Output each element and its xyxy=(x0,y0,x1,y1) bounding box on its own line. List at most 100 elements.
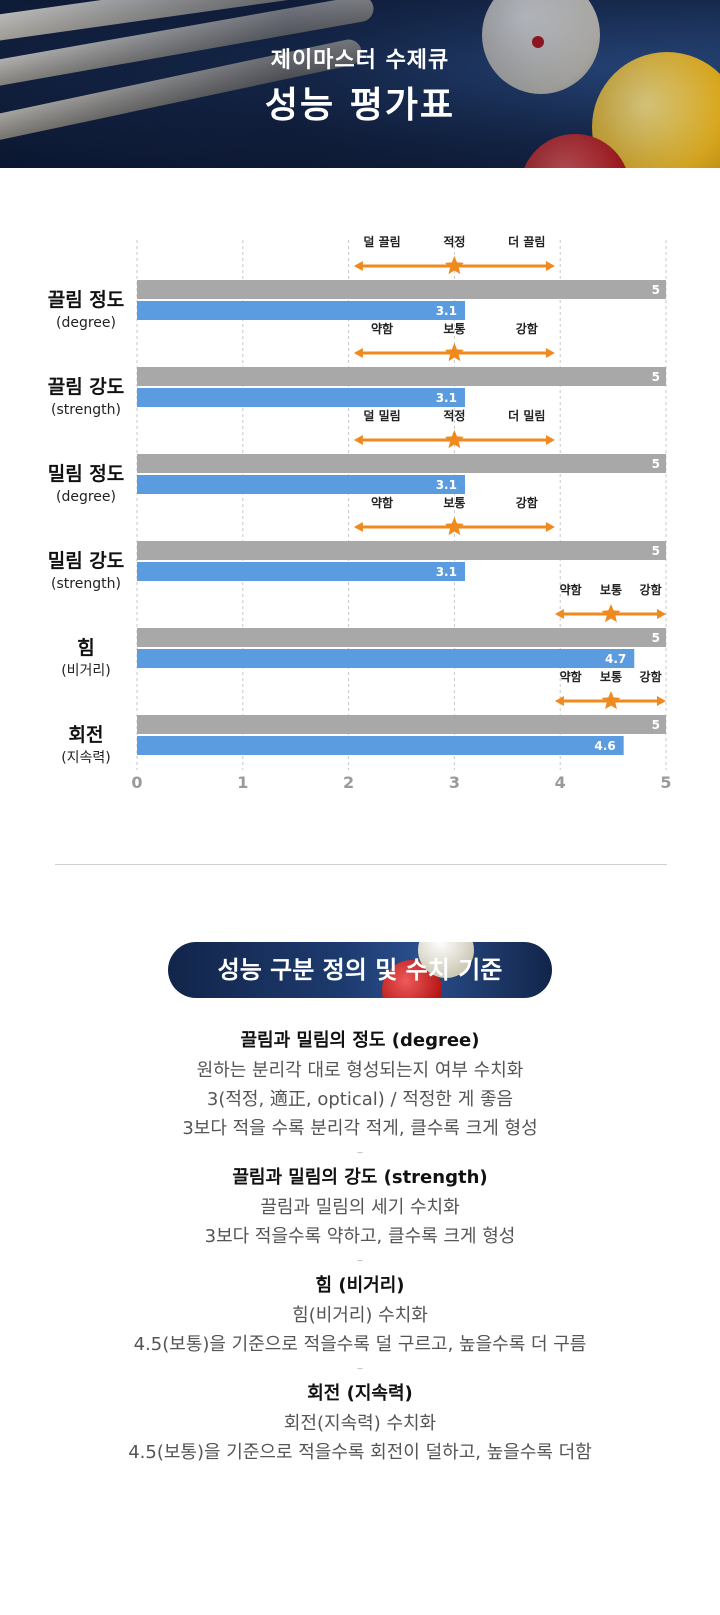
section-title-pill: 성능 구분 정의 및 수치 기준 xyxy=(168,942,552,998)
scale-arrow-head-right xyxy=(545,348,555,358)
category-sublabel: (degree) xyxy=(56,489,116,505)
definition-line: 회전(지속력) 수치화 xyxy=(283,1413,437,1434)
scale-label: 보통 xyxy=(443,495,465,510)
definition-line: 원하는 분리각 대로 형성되는지 여부 수치화 xyxy=(196,1060,524,1081)
max-bar-label: 5 xyxy=(652,544,660,558)
max-bar-label: 5 xyxy=(652,370,660,384)
scale-star-marker xyxy=(444,343,464,362)
x-tick-label: 4 xyxy=(555,773,566,792)
scale-arrow-head-right xyxy=(545,261,555,271)
scale-label: 강함 xyxy=(640,669,662,684)
scale-label: 덜 밀림 xyxy=(363,409,400,423)
definition-heading: 끌림과 밀림의 강도 (strength) xyxy=(232,1167,488,1188)
scale-label: 더 끌림 xyxy=(508,234,545,249)
x-tick-label: 5 xyxy=(660,773,671,792)
category-label: 끌림 강도 xyxy=(48,376,125,398)
scale-arrow-head-left xyxy=(554,609,564,619)
value-bar-label: 4.6 xyxy=(594,739,615,753)
value-bar xyxy=(137,475,465,494)
max-bar xyxy=(137,628,666,647)
scale-arrow-head-right xyxy=(545,522,555,532)
separator: – xyxy=(357,1361,363,1375)
header-title: 성능 평가표 xyxy=(264,85,456,126)
category-label: 밀림 강도 xyxy=(48,550,125,572)
value-bar xyxy=(137,649,635,668)
scale-label: 강함 xyxy=(516,495,538,510)
category-label: 끌림 정도 xyxy=(48,289,125,311)
scale-star-marker xyxy=(444,430,464,449)
scale-star-marker xyxy=(601,604,621,623)
scale-star-marker xyxy=(444,256,464,275)
section-title: 성능 구분 정의 및 수치 기준 xyxy=(217,956,503,984)
value-bar-label: 4.7 xyxy=(605,652,626,666)
definition-block: 끌림과 밀림의 정도 (degree) 원하는 분리각 대로 형성되는지 여부 … xyxy=(0,1026,720,1159)
scale-label: 보통 xyxy=(443,321,465,336)
category-sublabel: (strength) xyxy=(51,576,121,592)
definition-line: 끌림과 밀림의 세기 수치화 xyxy=(260,1197,460,1218)
max-bar-label: 5 xyxy=(652,457,660,471)
scale-arrow-head-left xyxy=(353,261,363,271)
definition-line: 3보다 적을수록 약하고, 클수록 크게 형성 xyxy=(204,1226,516,1247)
x-tick-label: 1 xyxy=(237,773,248,792)
x-tick-label: 2 xyxy=(343,773,354,792)
scale-arrow-head-right xyxy=(657,609,666,619)
category-label: 밀림 정도 xyxy=(48,463,125,485)
x-tick-label: 3 xyxy=(449,773,460,792)
definition-heading: 힘 (비거리) xyxy=(315,1275,405,1296)
value-bar xyxy=(137,736,624,755)
scale-arrow-head-left xyxy=(353,522,363,532)
definition-heading: 끌림과 밀림의 정도 (degree) xyxy=(240,1030,480,1051)
max-bar xyxy=(137,454,666,473)
definition-heading: 회전 (지속력) xyxy=(307,1383,413,1404)
scale-arrow-head-left xyxy=(554,696,564,706)
category-sublabel: (지속력) xyxy=(61,750,111,766)
scale-label: 약함 xyxy=(560,669,582,684)
value-bar-label: 3.1 xyxy=(436,304,457,318)
definition-line: 3(적정, 適正, optical) / 적정한 게 좋음 xyxy=(206,1089,514,1110)
scale-arrow-head-right xyxy=(657,696,666,706)
max-bar xyxy=(137,715,666,734)
scale-star-marker xyxy=(444,517,464,536)
scale-label: 강함 xyxy=(516,321,538,336)
scale-label: 보통 xyxy=(600,582,622,597)
definition-block: 끌림과 밀림의 강도 (strength) 끌림과 밀림의 세기 수치화 3보다… xyxy=(0,1163,720,1267)
scale-arrow-head-right xyxy=(545,435,555,445)
max-bar xyxy=(137,541,666,560)
section-divider xyxy=(55,864,667,865)
scale-label: 덜 끌림 xyxy=(363,235,400,249)
scale-label: 적정 xyxy=(443,408,465,423)
category-sublabel: (비거리) xyxy=(61,663,111,679)
definition-line: 3보다 적을 수록 분리각 적게, 클수록 크게 형성 xyxy=(182,1118,538,1139)
category-sublabel: (strength) xyxy=(51,402,121,418)
header-subtitle: 제이마스터 수제큐 xyxy=(270,48,450,73)
value-bar xyxy=(137,562,465,581)
category-label: 힘 xyxy=(77,637,94,659)
header-banner: 제이마스터 수제큐 성능 평가표 xyxy=(0,0,720,168)
definitions: 끌림과 밀림의 정도 (degree) 원하는 분리각 대로 형성되는지 여부 … xyxy=(0,1026,720,1467)
max-bar-label: 5 xyxy=(652,283,660,297)
scale-arrow-head-left xyxy=(353,435,363,445)
scale-label: 약함 xyxy=(560,582,582,597)
x-tick-label: 0 xyxy=(131,773,142,792)
max-bar xyxy=(137,367,666,386)
scale-label: 적정 xyxy=(443,234,465,249)
scale-arrow-head-left xyxy=(353,348,363,358)
definition-block: 회전 (지속력) 회전(지속력) 수치화 4.5(보통)을 기준으로 적을수록 … xyxy=(0,1379,720,1467)
value-bar xyxy=(137,388,465,407)
definition-line: 4.5(보통)을 기준으로 적을수록 덜 구르고, 높을수록 더 구름 xyxy=(133,1334,587,1355)
category-sublabel: (degree) xyxy=(56,315,116,331)
separator: – xyxy=(357,1145,363,1159)
value-bar xyxy=(137,301,465,320)
category-label: 회전 xyxy=(69,724,104,746)
scale-label: 더 밀림 xyxy=(508,408,545,423)
value-bar-label: 3.1 xyxy=(436,565,457,579)
definition-line: 4.5(보통)을 기준으로 적을수록 회전이 덜하고, 높을수록 더함 xyxy=(128,1442,592,1463)
max-bar-label: 5 xyxy=(652,718,660,732)
scale-label: 보통 xyxy=(600,669,622,684)
scale-label: 약함 xyxy=(371,495,393,510)
value-bar-label: 3.1 xyxy=(436,391,457,405)
scale-label: 약함 xyxy=(371,321,393,336)
value-bar-label: 3.1 xyxy=(436,478,457,492)
scale-label: 강함 xyxy=(640,582,662,597)
